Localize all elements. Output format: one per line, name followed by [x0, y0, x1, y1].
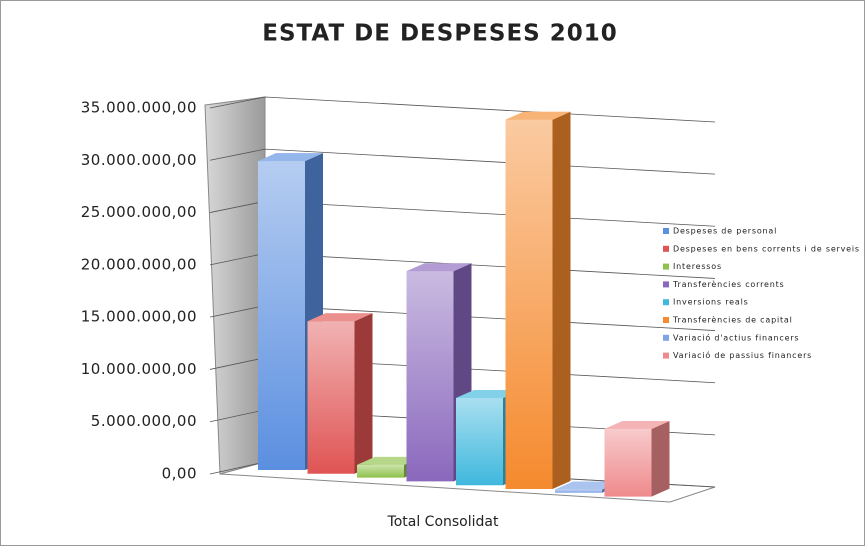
bar-top [307, 313, 373, 322]
bar-top-light [406, 263, 472, 272]
y-tick-label: 20.000.000,00 [81, 255, 197, 273]
bar-top-light [307, 313, 373, 322]
legend-label: Despeses de personal [673, 227, 777, 236]
legend-swatch [663, 334, 669, 341]
legend-swatch [663, 228, 669, 234]
legend-label: Variació d'actius financers [673, 332, 799, 342]
legend-swatch [663, 352, 669, 359]
y-tick-label: 30.000.000,00 [81, 151, 197, 169]
x-tick-label: Total Consolidat [387, 514, 499, 530]
chart-title: ESTAT DE DESPESES 2010 [262, 21, 618, 47]
bar-side [651, 420, 670, 497]
bar-top-light [357, 456, 422, 465]
legend-swatch [663, 263, 669, 270]
bar-side [552, 111, 571, 490]
legend-swatch [663, 281, 669, 288]
bar-top-light [555, 481, 620, 490]
y-tick-label: 15.000.000,00 [81, 308, 197, 326]
legend-label: Interessos [673, 262, 722, 271]
bar-shine [604, 428, 652, 497]
bar-shine [357, 464, 404, 478]
legend-label: Inversions reals [673, 298, 749, 307]
y-tick-label: 10.000.000,00 [81, 360, 197, 378]
y-tick-label: 25.000.000,00 [81, 203, 197, 221]
bar-top [406, 263, 472, 272]
bar-top [357, 456, 422, 465]
bar-shine [307, 321, 355, 474]
bar-shine [406, 271, 454, 482]
legend-swatch [663, 245, 669, 252]
bar-shine [258, 161, 305, 470]
bar-top-light [604, 420, 670, 429]
bar-top [505, 111, 571, 120]
legend-label: Despeses en bens corrents i de serveis [673, 244, 860, 253]
legend-swatch [663, 299, 669, 306]
bar-top [258, 153, 323, 162]
legend-label: Transferències de capital [672, 315, 793, 325]
legend-swatch [663, 317, 669, 323]
y-tick-label: 0,00 [162, 465, 197, 483]
y-tick-label: 5.000.000,00 [91, 412, 197, 430]
bar-top [604, 420, 670, 429]
bar-shine [555, 489, 602, 493]
bar-shine [505, 119, 553, 490]
legend-label: Variació de passius financers [673, 350, 812, 360]
bar-top [456, 390, 521, 399]
bar-top-light [505, 111, 571, 120]
bar-shine [456, 398, 503, 486]
bar-side-shade [552, 111, 571, 490]
bar-side-shade [354, 313, 373, 474]
bar-top-light [258, 153, 323, 162]
bar-top-light [456, 390, 521, 399]
legend-label: Transferències corrents [672, 279, 785, 289]
bar-side [354, 313, 373, 474]
bar-side-shade [651, 420, 670, 497]
bar-top [555, 481, 620, 490]
y-tick-label: 35.000.000,00 [81, 99, 197, 117]
